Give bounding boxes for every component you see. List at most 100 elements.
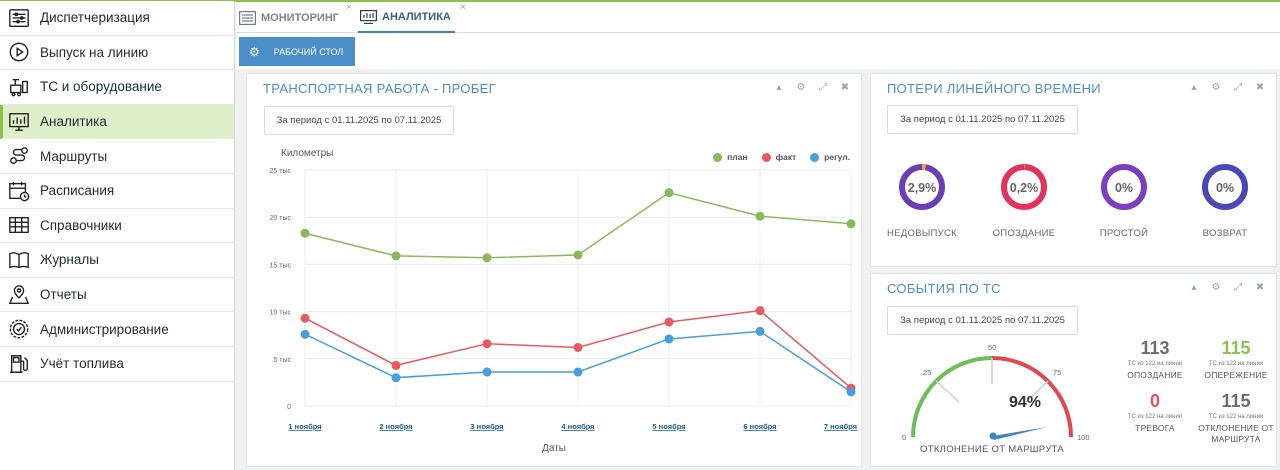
sidebar-item-routes[interactable]: Маршруты	[0, 139, 234, 174]
data-point	[300, 329, 310, 339]
donut-chart: 0%	[1202, 164, 1248, 210]
x-tick-label: 1 ноября	[288, 422, 321, 431]
sidebar-item-label: Журналы	[40, 252, 99, 268]
sidebar-item-schedules[interactable]: Расписания	[0, 174, 234, 209]
expand-icon[interactable]: ⤢	[1234, 282, 1242, 293]
stat-value: 115	[1221, 391, 1251, 411]
chart-legend: план факт регул.	[713, 152, 850, 162]
settings-icon[interactable]: ⚙	[1211, 282, 1221, 293]
collapse-icon[interactable]: ▴	[1191, 82, 1197, 93]
sidebar-item-vehicles[interactable]: ТС и оборудование	[0, 70, 234, 105]
expand-icon[interactable]: ⤢	[1234, 82, 1242, 93]
settings-icon[interactable]: ⚙	[1211, 82, 1221, 93]
settings-icon[interactable]: ⚙	[796, 82, 806, 93]
y-tick-label: 15 тыс	[270, 262, 292, 269]
donut-idle[interactable]: 0% ПРОСТОЙ	[1084, 162, 1164, 239]
data-point	[846, 387, 856, 397]
panel-controls: ▴ ⚙ ⤢ ✖	[1188, 282, 1266, 293]
legend-item-fact[interactable]: факт	[761, 152, 797, 162]
sidebar-item-fuel[interactable]: Учёт топлива	[0, 347, 234, 382]
period-button[interactable]: За период с 01.11.2025 по 07.11.2025	[887, 105, 1078, 134]
donut-delay[interactable]: 0,2% ОПОЗДАНИЕ	[984, 162, 1064, 239]
stat-ahead[interactable]: 115 ТС из 122 на линии ОПЕРЕЖЕНИЕ	[1195, 338, 1277, 381]
stat-value: 0	[1149, 391, 1160, 411]
sidebar-item-label: Аналитика	[40, 114, 107, 130]
gauge-tick-label: 100	[1077, 433, 1090, 442]
sidebar-item-reports[interactable]: Отчеты	[0, 278, 234, 313]
gauge-tick-label: 50	[988, 343, 996, 352]
gauge-tick-label: 75	[1053, 368, 1061, 377]
donut-chart: 0,2%	[1001, 164, 1047, 210]
close-icon[interactable]: ✖	[840, 82, 850, 93]
sidebar-item-release[interactable]: Выпуск на линию	[0, 36, 234, 71]
data-point	[664, 334, 674, 344]
gauge-tick-25	[935, 380, 960, 403]
data-point	[482, 253, 492, 263]
data-point	[755, 211, 765, 221]
sidebar-item-analytics[interactable]: Аналитика	[0, 104, 234, 140]
vehicle-equipment-icon	[7, 75, 31, 99]
data-point	[755, 326, 765, 336]
gauge-needle	[993, 427, 1047, 440]
stat-value: 115	[1221, 338, 1251, 358]
x-tick-label: 4 ноября	[561, 422, 594, 431]
data-point	[482, 339, 492, 349]
gauge-value: 94%	[1009, 394, 1041, 411]
x-tick-label: 7 ноября	[824, 422, 857, 431]
sidebar-item-dispatch[interactable]: Диспетчеризация	[0, 1, 234, 36]
analytics-tab-icon	[360, 9, 377, 24]
expand-icon[interactable]: ⤢	[819, 82, 827, 93]
legend-label: факт	[775, 152, 797, 162]
sidebar-item-label: Диспетчеризация	[40, 10, 150, 26]
stat-delay[interactable]: 113 ТС из 122 на линии ОПОЗДАНИЕ	[1114, 338, 1196, 381]
map-report-icon	[7, 283, 31, 307]
y-tick-label: 5 тыс	[273, 357, 291, 364]
data-point	[300, 228, 310, 238]
collapse-icon[interactable]: ▴	[776, 82, 782, 93]
sidebar-item-references[interactable]: Справочники	[0, 209, 234, 244]
legend-dot	[761, 152, 771, 162]
analytics-monitor-icon	[7, 110, 31, 134]
x-tick-label: 5 ноября	[652, 422, 685, 431]
stat-route-deviation[interactable]: 115 ТС из 122 на линии ОТКЛОНЕНИЕ ОТ МАР…	[1195, 391, 1277, 445]
gauge-tick-label: 25	[923, 368, 931, 377]
data-point	[573, 367, 583, 377]
route-icon	[7, 144, 31, 168]
gauge-tick-label: 0	[902, 433, 906, 442]
collapse-icon[interactable]: ▴	[1191, 282, 1197, 293]
dispatch-icon	[7, 6, 31, 30]
close-icon[interactable]: ✖	[1255, 82, 1265, 93]
tab-label: АНАЛИТИКА	[382, 10, 451, 23]
x-tick-label: 2 ноября	[379, 422, 412, 431]
sidebar-item-label: Расписания	[40, 183, 115, 199]
tab-monitoring[interactable]: МОНИТОРИНГ	[239, 2, 339, 33]
period-button[interactable]: За период с 01.11.2025 по 07.11.2025	[887, 306, 1078, 335]
legend-dot	[810, 152, 820, 162]
donut-value: 0%	[1115, 181, 1133, 195]
donut-label: ОПОЗДАНИЕ	[992, 228, 1056, 239]
tab-monitoring-close-icon[interactable]: ×	[346, 2, 352, 13]
sidebar-item-label: Маршруты	[40, 148, 108, 164]
legend-item-plan[interactable]: план	[713, 152, 748, 162]
sidebar-item-journals[interactable]: Журналы	[0, 243, 234, 278]
donut-return[interactable]: 0% ВОЗВРАТ	[1185, 162, 1265, 239]
stat-alarm[interactable]: 0 ТС из 122 на линии ТРЕВОГА	[1114, 391, 1196, 434]
tab-analytics[interactable]: АНАЛИТИКА	[358, 2, 455, 33]
gauge-tick-75	[1025, 380, 1049, 403]
period-button[interactable]: За период с 01.11.2025 по 07.11.2025	[264, 106, 454, 135]
y-axis-title: Километры	[281, 148, 333, 159]
workspace-button-label: РАБОЧИЙ СТОЛ	[273, 46, 344, 57]
panel-title: СОБЫТИЯ ПО ТС	[887, 281, 1001, 296]
gauge-pivot	[989, 432, 997, 440]
sidebar-item-administration[interactable]: Администрирование	[0, 312, 234, 347]
close-icon[interactable]: ✖	[1255, 282, 1265, 293]
sidebar-item-label: Учёт топлива	[40, 356, 124, 372]
workspace-button[interactable]: ⚙ РАБОЧИЙ СТОЛ	[239, 37, 355, 66]
legend-item-regular[interactable]: регул.	[810, 152, 850, 162]
data-point	[391, 373, 401, 383]
sidebar-item-label: Справочники	[40, 217, 122, 233]
mileage-line-chart: Километры 0 5 тыс 10 тыс 15 тыс 20 тыс 25 тыс…	[270, 148, 857, 431]
donut-undersupply[interactable]: 2,9% НЕДОВЫПУСК	[882, 162, 962, 239]
tab-analytics-close-icon[interactable]: ×	[460, 2, 466, 13]
y-tick-label: 25 тыс	[270, 168, 292, 175]
